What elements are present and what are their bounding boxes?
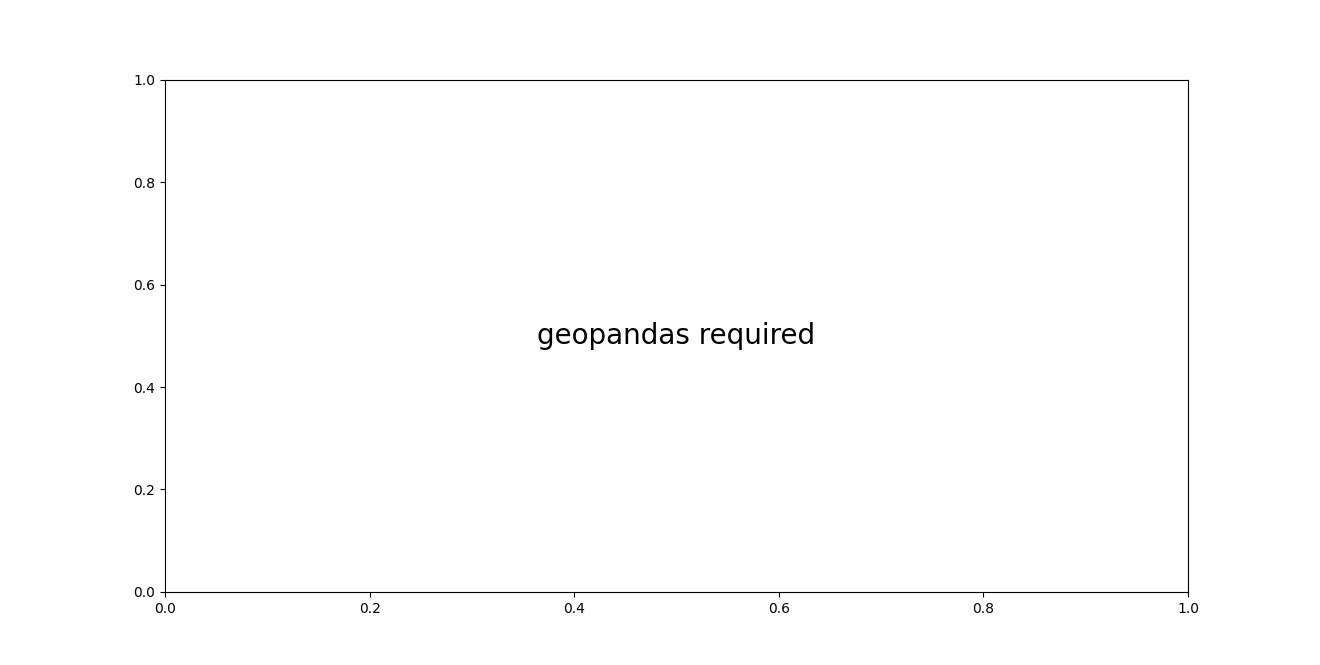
Text: geopandas required: geopandas required [537,322,816,350]
